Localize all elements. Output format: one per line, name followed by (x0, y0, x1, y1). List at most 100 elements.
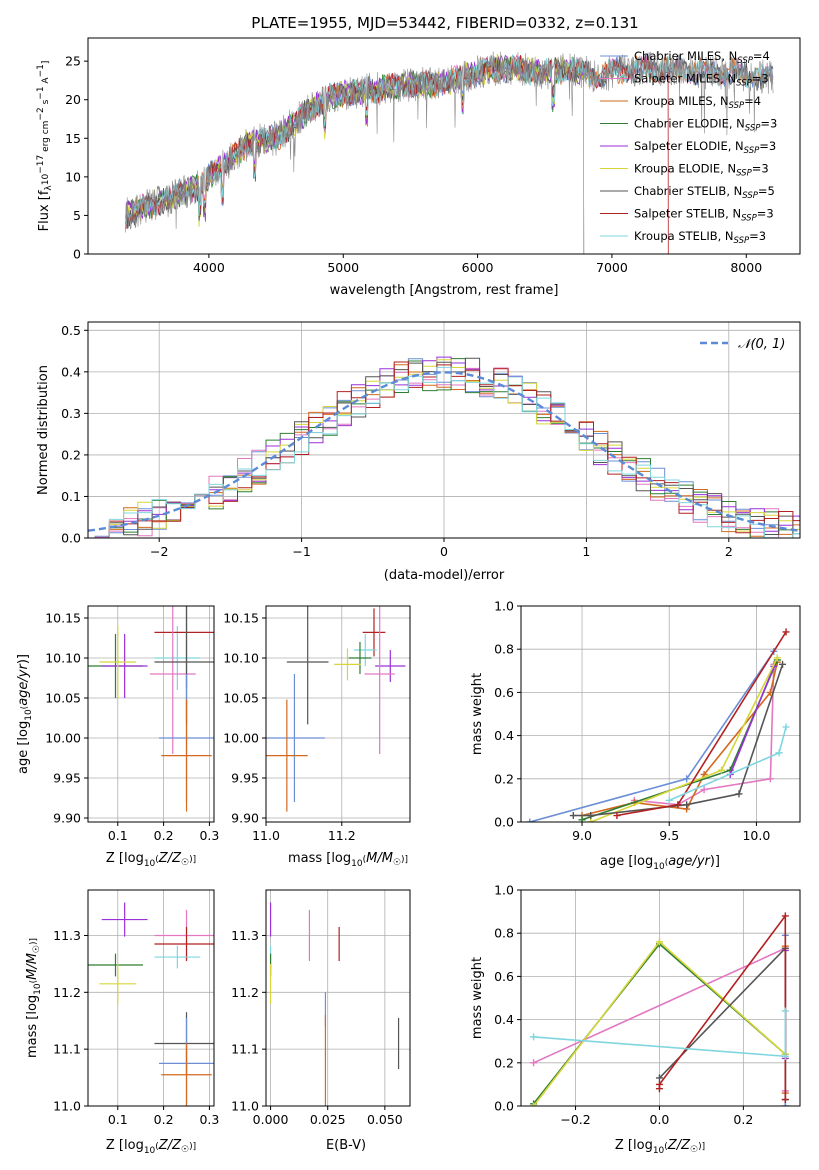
y-tick-label: 10.10 (45, 651, 81, 666)
y-tick-label: 0.2 (494, 1055, 514, 1070)
y-tick-label: 11.1 (53, 1042, 81, 1057)
legend-label: Chabrier ELODIE, NSSP=3 (634, 117, 777, 134)
mass_vs_EBV-axes: 0.000 0.025 0.050 11.0 11.1 11.2 11.3 (231, 890, 410, 1127)
x-tick-label: 11.0 (252, 828, 280, 843)
x-tick-label: −2 (150, 544, 168, 559)
weight-marker (766, 775, 774, 783)
x-tick-label: 11.2 (328, 828, 356, 843)
y-tick-label: 20 (65, 92, 81, 107)
legend-label: Kroupa MILES, NSSP=4 (634, 94, 761, 111)
figure-title: PLATE=1955, MJD=53442, FIBERID=0332, z=0… (251, 14, 638, 32)
x-tick-label: 5000 (327, 260, 359, 275)
weight-marker (530, 1059, 538, 1067)
y-tick-label: 0.0 (61, 531, 81, 546)
weight-marker (655, 1074, 663, 1082)
y-tick-label: 11.1 (231, 1042, 259, 1057)
residuals-xlabel: (data-model)/error (384, 568, 505, 583)
y-tick-label: 0.0 (494, 1099, 514, 1114)
normal-legend-label: 𝒩(0, 1) (738, 337, 785, 352)
weight-marker (683, 775, 691, 783)
y-tick-label: 0.4 (61, 364, 81, 379)
y-tick-label: 10.15 (45, 611, 81, 626)
normal-curve (88, 371, 800, 532)
weight-vs-age-ylabel: mass weight (470, 673, 485, 755)
spectrum-legend: Chabrier MILES, NSSP=4 Salpeter MILES, NS… (600, 49, 777, 246)
x-tick-label: 0.2 (154, 1112, 174, 1127)
y-tick-label: 0.2 (494, 771, 514, 786)
y-tick-label: 11.0 (53, 1099, 81, 1114)
y-tick-label: 1.0 (494, 599, 514, 614)
weight-marker (587, 812, 595, 820)
y-tick-label: 0.1 (61, 489, 81, 504)
mass_vs_EBV-frame (265, 889, 411, 1107)
residuals-ylabel: Normed distribution (36, 365, 51, 495)
y-tick-label: 10.00 (223, 731, 259, 746)
x-tick-label: 8000 (730, 260, 762, 275)
weight-marker (683, 801, 691, 809)
x-tick-label: 0.2 (154, 828, 174, 843)
y-tick-label: 0.3 (61, 406, 81, 421)
weight-marker (779, 660, 787, 668)
y-tick-label: 9.95 (53, 771, 81, 786)
y-tick-label: 0.4 (494, 1012, 514, 1027)
mass-vs-Z-ylabel: mass [log10(M/M☉)] (25, 938, 43, 1058)
weight-vs-Z-ylabel: mass weight (470, 957, 485, 1039)
y-tick-label: 1.0 (494, 883, 514, 898)
weight-marker (781, 912, 789, 920)
mass_vs_Z-frame (87, 889, 215, 1107)
legend-label: Salpeter MILES, NSSP=3 (634, 72, 769, 89)
weight-marker (587, 818, 595, 822)
y-tick-label: 11.0 (231, 1099, 259, 1114)
weight-marker (530, 1102, 538, 1106)
weight-marker (700, 786, 708, 794)
weight-vs-Z-xlabel: Z [log10(Z/Z☉)] (615, 1138, 705, 1156)
y-tick-label: 9.90 (231, 811, 259, 826)
x-tick-label: 10.0 (742, 828, 770, 843)
mass-vs-Z-xlabel: Z [log10(Z/Z☉)] (106, 1138, 196, 1156)
y-tick-label: 9.95 (231, 771, 259, 786)
age_vs_mass-frame (265, 605, 411, 823)
x-tick-label: −0.2 (560, 1112, 590, 1127)
x-tick-label: 0.2 (733, 1112, 753, 1127)
weight-marker (782, 628, 790, 636)
spectrum-data-line (125, 51, 774, 233)
y-tick-label: 0.0 (494, 815, 514, 830)
spectrum-axes: 4000 5000 6000 7000 8000 0 5 10 15 20 25 (65, 54, 762, 275)
legend-label: Salpeter ELODIE, NSSP=3 (634, 139, 776, 156)
y-tick-label: 15 (65, 131, 81, 146)
weight-marker (718, 766, 726, 774)
x-tick-label: 6000 (462, 260, 494, 275)
mass_weight_vs_age-axes: 9.0 9.5 10.0 0.0 0.2 0.4 0.6 0.8 1.0 (494, 599, 800, 843)
y-tick-label: 0 (73, 247, 81, 262)
x-tick-label: 0.3 (199, 1112, 219, 1127)
weight-marker (526, 818, 534, 822)
x-tick-label: 0.050 (367, 1112, 403, 1127)
y-tick-label: 0.6 (494, 685, 514, 700)
legend-label: Chabrier STELIB, NSSP=5 (634, 184, 775, 201)
x-tick-label: 4000 (193, 260, 225, 275)
x-tick-label: 9.0 (572, 828, 592, 843)
x-tick-label: 0.000 (253, 1112, 289, 1127)
weight-marker (775, 749, 783, 757)
weight-marker (665, 796, 673, 804)
weight-marker (782, 723, 790, 731)
y-tick-label: 0.2 (61, 447, 81, 462)
weight-vs-age-xlabel: age [log10(age/yr)] (600, 854, 720, 872)
y-tick-label: 0.8 (494, 642, 514, 657)
x-tick-label: 0 (440, 544, 448, 559)
y-tick-label: 10.05 (223, 691, 259, 706)
y-tick-label: 10 (65, 169, 81, 184)
x-tick-label: 0.1 (108, 1112, 128, 1127)
y-tick-label: 11.3 (231, 928, 259, 943)
weight-marker (735, 790, 743, 798)
weight-marker (578, 816, 586, 822)
spectrum-xlabel: wavelength [Angstrom, rest frame] (330, 283, 559, 298)
residuals-frame (87, 321, 801, 539)
histogram-series (88, 366, 800, 538)
y-tick-label: 0.8 (494, 926, 514, 941)
y-tick-label: 11.3 (53, 928, 81, 943)
weight-marker (781, 1096, 789, 1104)
y-tick-label: 11.2 (231, 985, 259, 1000)
weight-marker (781, 1052, 789, 1060)
